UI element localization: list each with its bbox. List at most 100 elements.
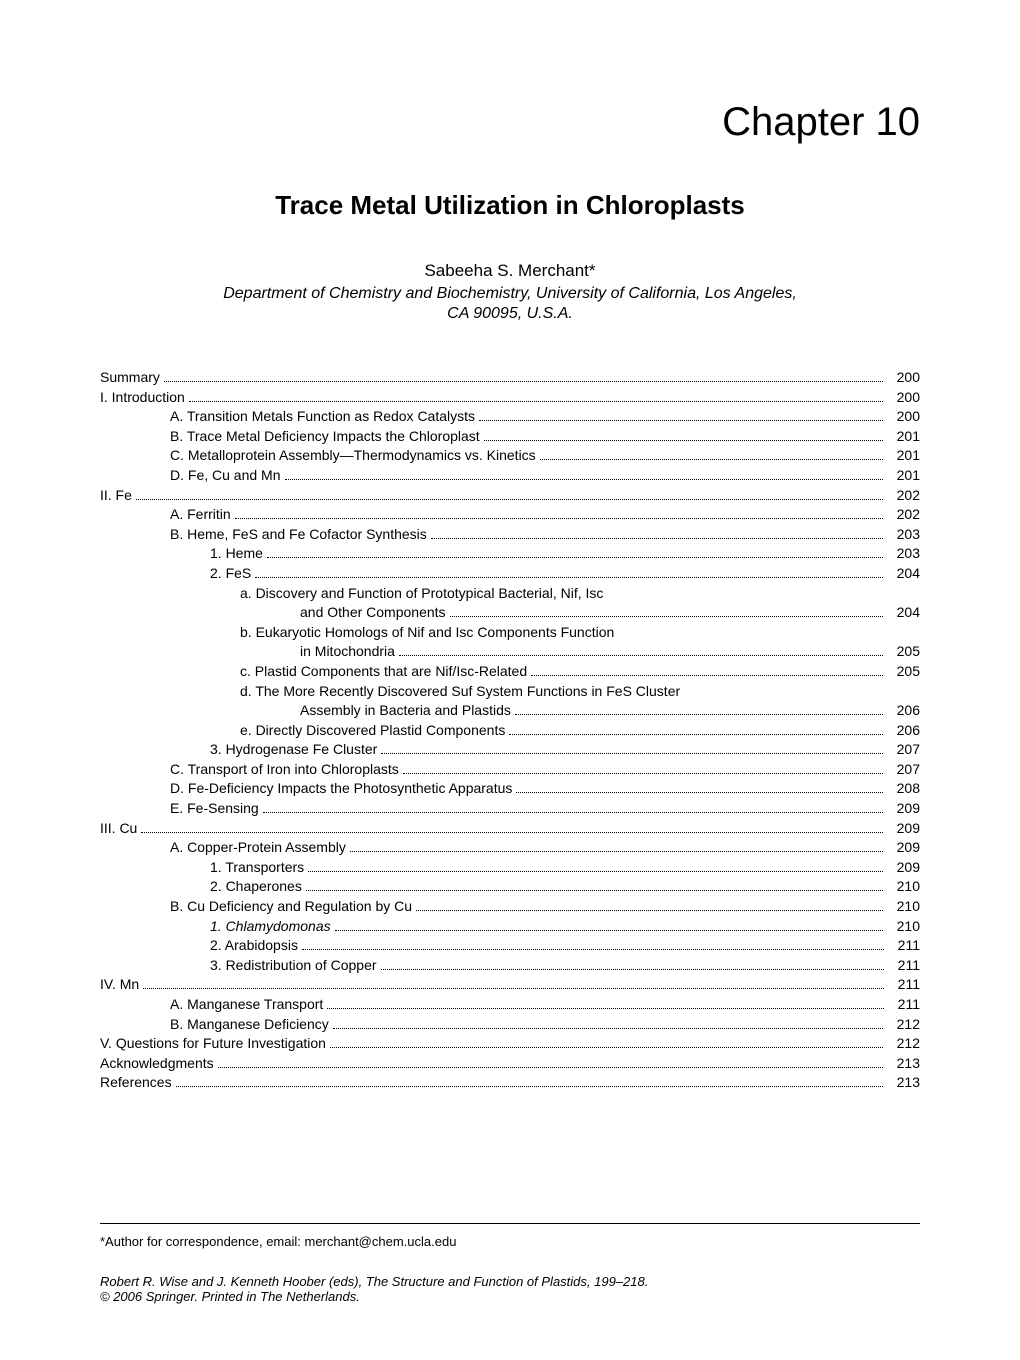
toc-entry-page: 212 [887, 1034, 920, 1054]
toc-leader-dots [515, 714, 883, 715]
toc-leader-dots [450, 616, 883, 617]
toc-entry: in Mitochondria 205 [100, 642, 920, 662]
footer-rule [100, 1223, 920, 1224]
toc-entry-label: Assembly in Bacteria and Plastids [300, 701, 511, 721]
toc-leader-dots [531, 675, 883, 676]
toc-entry: 1. Heme203 [100, 544, 920, 564]
toc-entry: V. Questions for Future Investigation 212 [100, 1034, 920, 1054]
author-affiliation-line2: CA 90095, U.S.A. [100, 305, 920, 323]
toc-entry: IV. Mn 211 [100, 975, 920, 995]
toc-entry: III. Cu209 [100, 819, 920, 839]
toc-entry-label: I. Introduction [100, 388, 185, 408]
toc-entry-label: 3. Hydrogenase Fe Cluster [210, 740, 377, 760]
toc-entry-label: d. The More Recently Discovered Suf Syst… [240, 682, 680, 702]
toc-leader-dots [235, 518, 883, 519]
toc-entry-label: A. Manganese Transport [170, 995, 323, 1015]
toc-entry: D. Fe-Deficiency Impacts the Photosynthe… [100, 779, 920, 799]
toc-entry: Assembly in Bacteria and Plastids 206 [100, 701, 920, 721]
toc-entry: Summary200 [100, 368, 920, 388]
toc-entry: C. Metalloprotein Assembly—Thermodynamic… [100, 446, 920, 466]
toc-leader-dots [431, 538, 883, 539]
copyright: © 2006 Springer. Printed in The Netherla… [100, 1289, 920, 1304]
toc-entry-page: 202 [887, 505, 920, 525]
toc-leader-dots [350, 851, 883, 852]
toc-leader-dots [285, 479, 883, 480]
toc-entry-page: 205 [887, 642, 920, 662]
toc-entry-page: 212 [887, 1015, 920, 1035]
toc-leader-dots [540, 459, 883, 460]
toc-leader-dots [164, 381, 883, 382]
toc-entry-page: 211 [888, 975, 920, 995]
toc-entry-label: D. Fe-Deficiency Impacts the Photosynthe… [170, 779, 512, 799]
toc-entry-label: Summary [100, 368, 160, 388]
toc-entry-label: A. Copper-Protein Assembly [170, 838, 346, 858]
toc-entry-page: 200 [887, 388, 920, 408]
chapter-title: Trace Metal Utilization in Chloroplasts [100, 190, 920, 221]
toc-entry-page: 210 [887, 917, 920, 937]
toc-entry: 2. Arabidopsis211 [100, 936, 920, 956]
toc-entry: a. Discovery and Function of Prototypica… [100, 584, 920, 604]
toc-entry-label: V. Questions for Future Investigation [100, 1034, 326, 1054]
toc-entry: References213 [100, 1073, 920, 1093]
toc-entry-page: 203 [887, 525, 920, 545]
toc-entry-page: 206 [887, 721, 920, 741]
toc-entry: 3. Hydrogenase Fe Cluster 207 [100, 740, 920, 760]
toc-entry-page: 208 [887, 779, 920, 799]
toc-leader-dots [255, 577, 882, 578]
toc-entry-label: C. Metalloprotein Assembly—Thermodynamic… [170, 446, 536, 466]
toc-entry-label: B. Heme, FeS and Fe Cofactor Synthesis [170, 525, 427, 545]
toc-entry-page: 207 [887, 740, 920, 760]
toc-entry-page: 213 [887, 1054, 920, 1074]
toc-entry-label: E. Fe-Sensing [170, 799, 259, 819]
toc-entry-label: Acknowledgments [100, 1054, 214, 1074]
toc-entry-label: 2. Chaperones [210, 877, 302, 897]
toc-entry: A. Ferritin 202 [100, 505, 920, 525]
toc-leader-dots [416, 910, 883, 911]
toc-entry-page: 200 [887, 407, 920, 427]
toc-leader-dots [267, 557, 883, 558]
toc-entry-label: II. Fe [100, 486, 132, 506]
toc-entry: b. Eukaryotic Homologs of Nif and Isc Co… [100, 623, 920, 643]
toc-entry-page: 211 [888, 956, 920, 976]
toc-entry-label: A. Ferritin [170, 505, 231, 525]
toc-entry-label: in Mitochondria [300, 642, 395, 662]
toc-entry: e. Directly Discovered Plastid Component… [100, 721, 920, 741]
toc-leader-dots [308, 871, 882, 872]
toc-entry-page: 211 [888, 995, 920, 1015]
toc-entry-page: 207 [887, 760, 920, 780]
toc-entry-page: 211 [888, 936, 920, 956]
toc-leader-dots [306, 890, 883, 891]
toc-leader-dots [302, 949, 884, 950]
toc-entry: D. Fe, Cu and Mn201 [100, 466, 920, 486]
toc-entry: A. Manganese Transport 211 [100, 995, 920, 1015]
toc-leader-dots [330, 1047, 883, 1048]
toc-leader-dots [335, 930, 883, 931]
toc-leader-dots [263, 812, 883, 813]
toc-leader-dots [479, 420, 883, 421]
toc-entry: d. The More Recently Discovered Suf Syst… [100, 682, 920, 702]
toc-leader-dots [218, 1067, 883, 1068]
toc-entry-label: 1. Heme [210, 544, 263, 564]
toc-entry-label: B. Trace Metal Deficiency Impacts the Ch… [170, 427, 480, 447]
citation: Robert R. Wise and J. Kenneth Hoober (ed… [100, 1274, 920, 1289]
toc-leader-dots [141, 832, 882, 833]
toc-entry-label: C. Transport of Iron into Chloroplasts [170, 760, 399, 780]
toc-entry-label: IV. Mn [100, 975, 139, 995]
toc-entry: 3. Redistribution of Copper211 [100, 956, 920, 976]
toc-entry-label: 1. Transporters [210, 858, 304, 878]
toc-entry-page: 205 [887, 662, 920, 682]
toc-entry-label: and Other Components [300, 603, 446, 623]
chapter-number: Chapter 10 [100, 100, 920, 145]
toc-entry: 1. Chlamydomonas 210 [100, 917, 920, 937]
toc-entry: B. Heme, FeS and Fe Cofactor Synthesis 20… [100, 525, 920, 545]
toc-entry: B. Trace Metal Deficiency Impacts the Ch… [100, 427, 920, 447]
toc-entry-page: 202 [887, 486, 920, 506]
toc-leader-dots [176, 1086, 883, 1087]
toc-entry-page: 206 [887, 701, 920, 721]
toc-leader-dots [189, 401, 883, 402]
toc-entry-label: A. Transition Metals Function as Redox C… [170, 407, 475, 427]
toc-entry-page: 209 [887, 819, 920, 839]
toc-entry-page: 209 [887, 799, 920, 819]
toc-entry-label: 1. Chlamydomonas [210, 917, 331, 937]
toc-entry-label: e. Directly Discovered Plastid Component… [240, 721, 505, 741]
